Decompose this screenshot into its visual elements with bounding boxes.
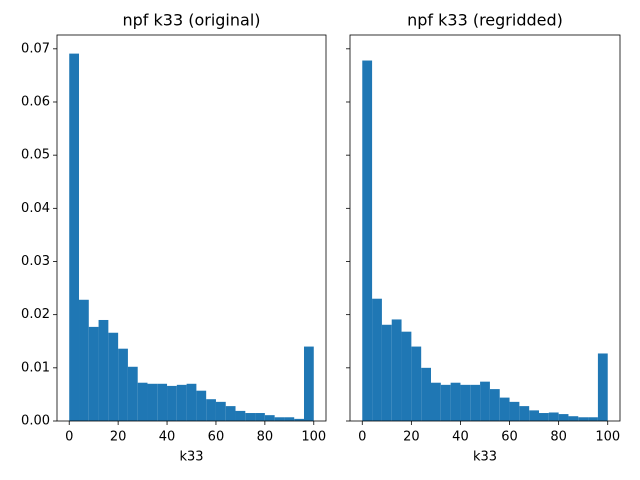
bar — [411, 346, 422, 421]
chart-title: npf k33 (original) — [122, 11, 260, 30]
x-tick-label: 80 — [257, 430, 274, 445]
bar — [568, 416, 579, 421]
bar — [196, 390, 207, 421]
bar — [597, 353, 608, 421]
bar — [137, 382, 148, 421]
x-tick-label: 40 — [159, 430, 176, 445]
bar — [98, 319, 109, 421]
y-tick-label: 0.01 — [21, 360, 50, 375]
bar — [284, 417, 295, 421]
bar — [499, 397, 510, 421]
y-tick-label: 0.06 — [21, 94, 50, 109]
bar — [509, 401, 520, 421]
x-tick-label: 100 — [301, 430, 326, 445]
y-tick-label: 0.02 — [21, 307, 50, 322]
bar — [391, 319, 402, 421]
y-tick-label: 0.03 — [21, 254, 50, 269]
bar — [176, 384, 187, 421]
x-tick-label: 80 — [550, 430, 567, 445]
bar — [225, 406, 236, 421]
bar — [460, 384, 471, 421]
bar — [294, 418, 304, 421]
bar — [303, 346, 314, 421]
bar — [245, 413, 256, 421]
x-tick-label: 20 — [403, 430, 420, 445]
bar — [79, 299, 89, 421]
bar — [108, 332, 119, 421]
x-tick-label: 20 — [110, 430, 127, 445]
bar — [372, 298, 382, 421]
bar — [264, 415, 275, 421]
bar — [431, 382, 441, 421]
bar — [450, 382, 461, 421]
bar — [167, 385, 177, 421]
bar — [255, 413, 265, 421]
bar — [157, 383, 168, 421]
bar — [440, 384, 451, 421]
bar — [118, 348, 128, 421]
bar — [88, 326, 99, 421]
bar — [558, 414, 569, 421]
x-tick-label: 60 — [501, 430, 518, 445]
bar — [529, 410, 539, 421]
x-tick-label: 0 — [358, 430, 366, 445]
x-tick-label: 60 — [208, 430, 225, 445]
axes-frame — [349, 34, 621, 422]
bar — [147, 383, 158, 421]
bar — [480, 381, 490, 421]
bar — [362, 60, 373, 421]
bar — [548, 412, 559, 421]
bar — [470, 384, 481, 421]
bar — [235, 410, 246, 421]
y-tick-label: 0.07 — [21, 41, 50, 56]
chart-title: npf k33 (regridded) — [407, 11, 563, 30]
bar — [186, 383, 197, 421]
bar — [69, 53, 80, 421]
bar — [381, 324, 392, 421]
x-axis-label: k33 — [473, 450, 497, 465]
bar — [215, 401, 226, 421]
bar — [578, 417, 589, 421]
x-tick-label: 40 — [452, 430, 469, 445]
bar — [519, 406, 530, 421]
bar — [401, 331, 412, 421]
y-tick-label: 0.00 — [21, 414, 50, 429]
axes-frame — [56, 34, 327, 422]
x-tick-label: 0 — [65, 430, 73, 445]
bar — [489, 389, 500, 421]
y-tick-label: 0.05 — [21, 148, 50, 163]
bar — [127, 366, 138, 421]
y-tick-label: 0.04 — [21, 201, 50, 216]
bar — [539, 413, 549, 421]
x-axis-label: k33 — [179, 450, 203, 465]
bar — [588, 417, 598, 421]
x-tick-label: 100 — [595, 430, 620, 445]
bar — [206, 399, 216, 421]
bar — [421, 367, 431, 421]
bar — [274, 417, 285, 421]
